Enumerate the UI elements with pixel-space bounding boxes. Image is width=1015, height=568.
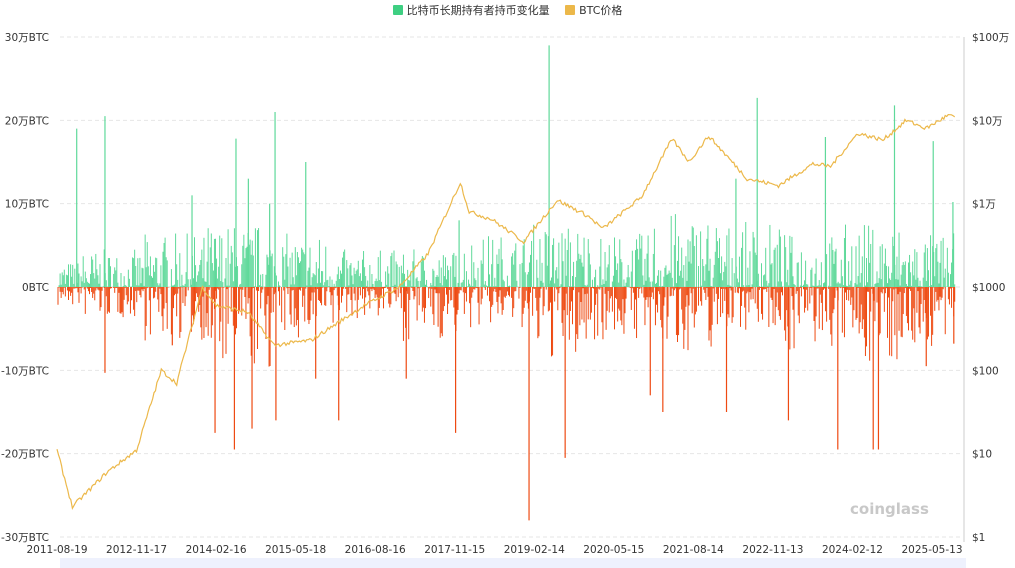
legend: 比特币长期持有者持币变化量 BTC价格: [0, 2, 1015, 18]
right-tick-label: $100: [972, 365, 999, 377]
x-tick-label: 2021-08-14: [663, 544, 724, 556]
left-tick-label: -20万BTC: [1, 449, 49, 461]
chart-zoom-slider[interactable]: [60, 558, 966, 568]
x-tick-label: 2025-05-13: [901, 544, 962, 556]
left-tick-label: 0BTC: [22, 282, 49, 294]
x-tick-label: 2019-02-14: [504, 544, 565, 556]
right-tick-label: $10: [972, 449, 992, 461]
left-tick-label: 30万BTC: [5, 32, 49, 44]
x-tick-label: 2016-08-16: [345, 544, 406, 556]
legend-item-btc-price[interactable]: BTC价格: [565, 2, 622, 18]
x-tick-label: 2015-05-18: [265, 544, 326, 556]
x-tick-label: 2020-05-15: [583, 544, 644, 556]
coinglass-watermark: coinglass: [850, 500, 929, 518]
x-tick-label: 2011-08-19: [26, 544, 87, 556]
price-line: [56, 113, 956, 511]
right-tick-label: $1000: [972, 282, 1005, 294]
left-tick-label: -30万BTC: [1, 532, 49, 544]
right-tick-label: $1: [972, 532, 985, 544]
x-tick-label: 2012-11-17: [106, 544, 167, 556]
left-tick-label: -10万BTC: [1, 365, 49, 377]
left-tick-label: 10万BTC: [5, 199, 49, 211]
legend-label: 比特币长期持有者持币变化量: [406, 4, 550, 17]
right-tick-label: $1万: [972, 199, 996, 211]
x-tick-label: 2022-11-13: [742, 544, 803, 556]
left-tick-label: 20万BTC: [5, 115, 49, 127]
x-tick-label: 2017-11-15: [424, 544, 485, 556]
legend-swatch: [565, 5, 576, 15]
x-tick-label: 2024-02-12: [822, 544, 883, 556]
legend-label: BTC价格: [579, 4, 623, 17]
right-tick-label: $100万: [972, 32, 1009, 44]
legend-item-lth-change[interactable]: 比特币长期持有者持币变化量: [392, 2, 550, 18]
right-tick-label: $10万: [972, 115, 1003, 127]
legend-swatch: [392, 5, 403, 15]
x-tick-label: 2014-02-16: [186, 544, 247, 556]
